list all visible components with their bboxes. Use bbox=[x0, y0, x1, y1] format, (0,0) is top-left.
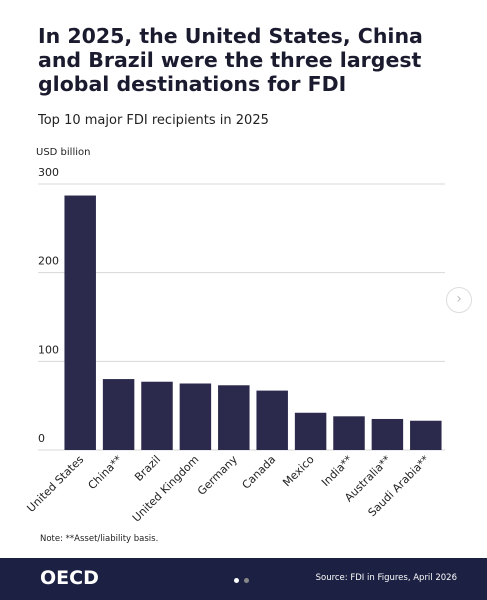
chart: USD billion Note: **Asset/liability basi… bbox=[24, 147, 445, 544]
x-tick-label: India** bbox=[319, 453, 355, 489]
x-tick-label: United Kingdom bbox=[130, 453, 202, 525]
y-tick-label: 300 bbox=[38, 166, 59, 179]
bar bbox=[294, 412, 327, 450]
bar bbox=[256, 390, 288, 450]
x-tick-label: United States bbox=[24, 453, 86, 515]
source: Source: FDI in Figures, April 2026 bbox=[315, 573, 457, 583]
y-axis-label: USD billion bbox=[36, 147, 90, 158]
page-dot[interactable] bbox=[244, 578, 249, 583]
y-tick-label: 0 bbox=[38, 432, 45, 445]
x-tick-label: Brazil bbox=[132, 453, 163, 484]
bar bbox=[64, 195, 96, 450]
x-tick-label: Canada bbox=[240, 453, 279, 492]
bar bbox=[102, 379, 135, 450]
bar bbox=[218, 385, 250, 450]
logo: OECD bbox=[40, 567, 99, 589]
x-tick-label: China** bbox=[86, 453, 126, 493]
x-tick-label: Mexico bbox=[280, 453, 317, 490]
bar bbox=[410, 420, 442, 450]
footer: OECD Source: FDI in Figures, April 2026 bbox=[0, 558, 487, 600]
chart-title: In 2025, the United States, China and Br… bbox=[38, 24, 423, 96]
chart-subtitle: Top 10 major FDI recipients in 2025 bbox=[38, 113, 269, 128]
bar bbox=[371, 418, 404, 450]
bar bbox=[333, 416, 365, 450]
note: Note: **Asset/liability basis. bbox=[40, 534, 158, 544]
y-tick-label: 100 bbox=[38, 343, 59, 356]
bar bbox=[141, 381, 173, 450]
x-tick-label: Germany bbox=[195, 453, 240, 498]
page-dot[interactable] bbox=[234, 578, 239, 583]
y-tick-label: 200 bbox=[38, 255, 59, 268]
bar bbox=[179, 383, 212, 450]
next-button[interactable]: › bbox=[446, 287, 472, 313]
